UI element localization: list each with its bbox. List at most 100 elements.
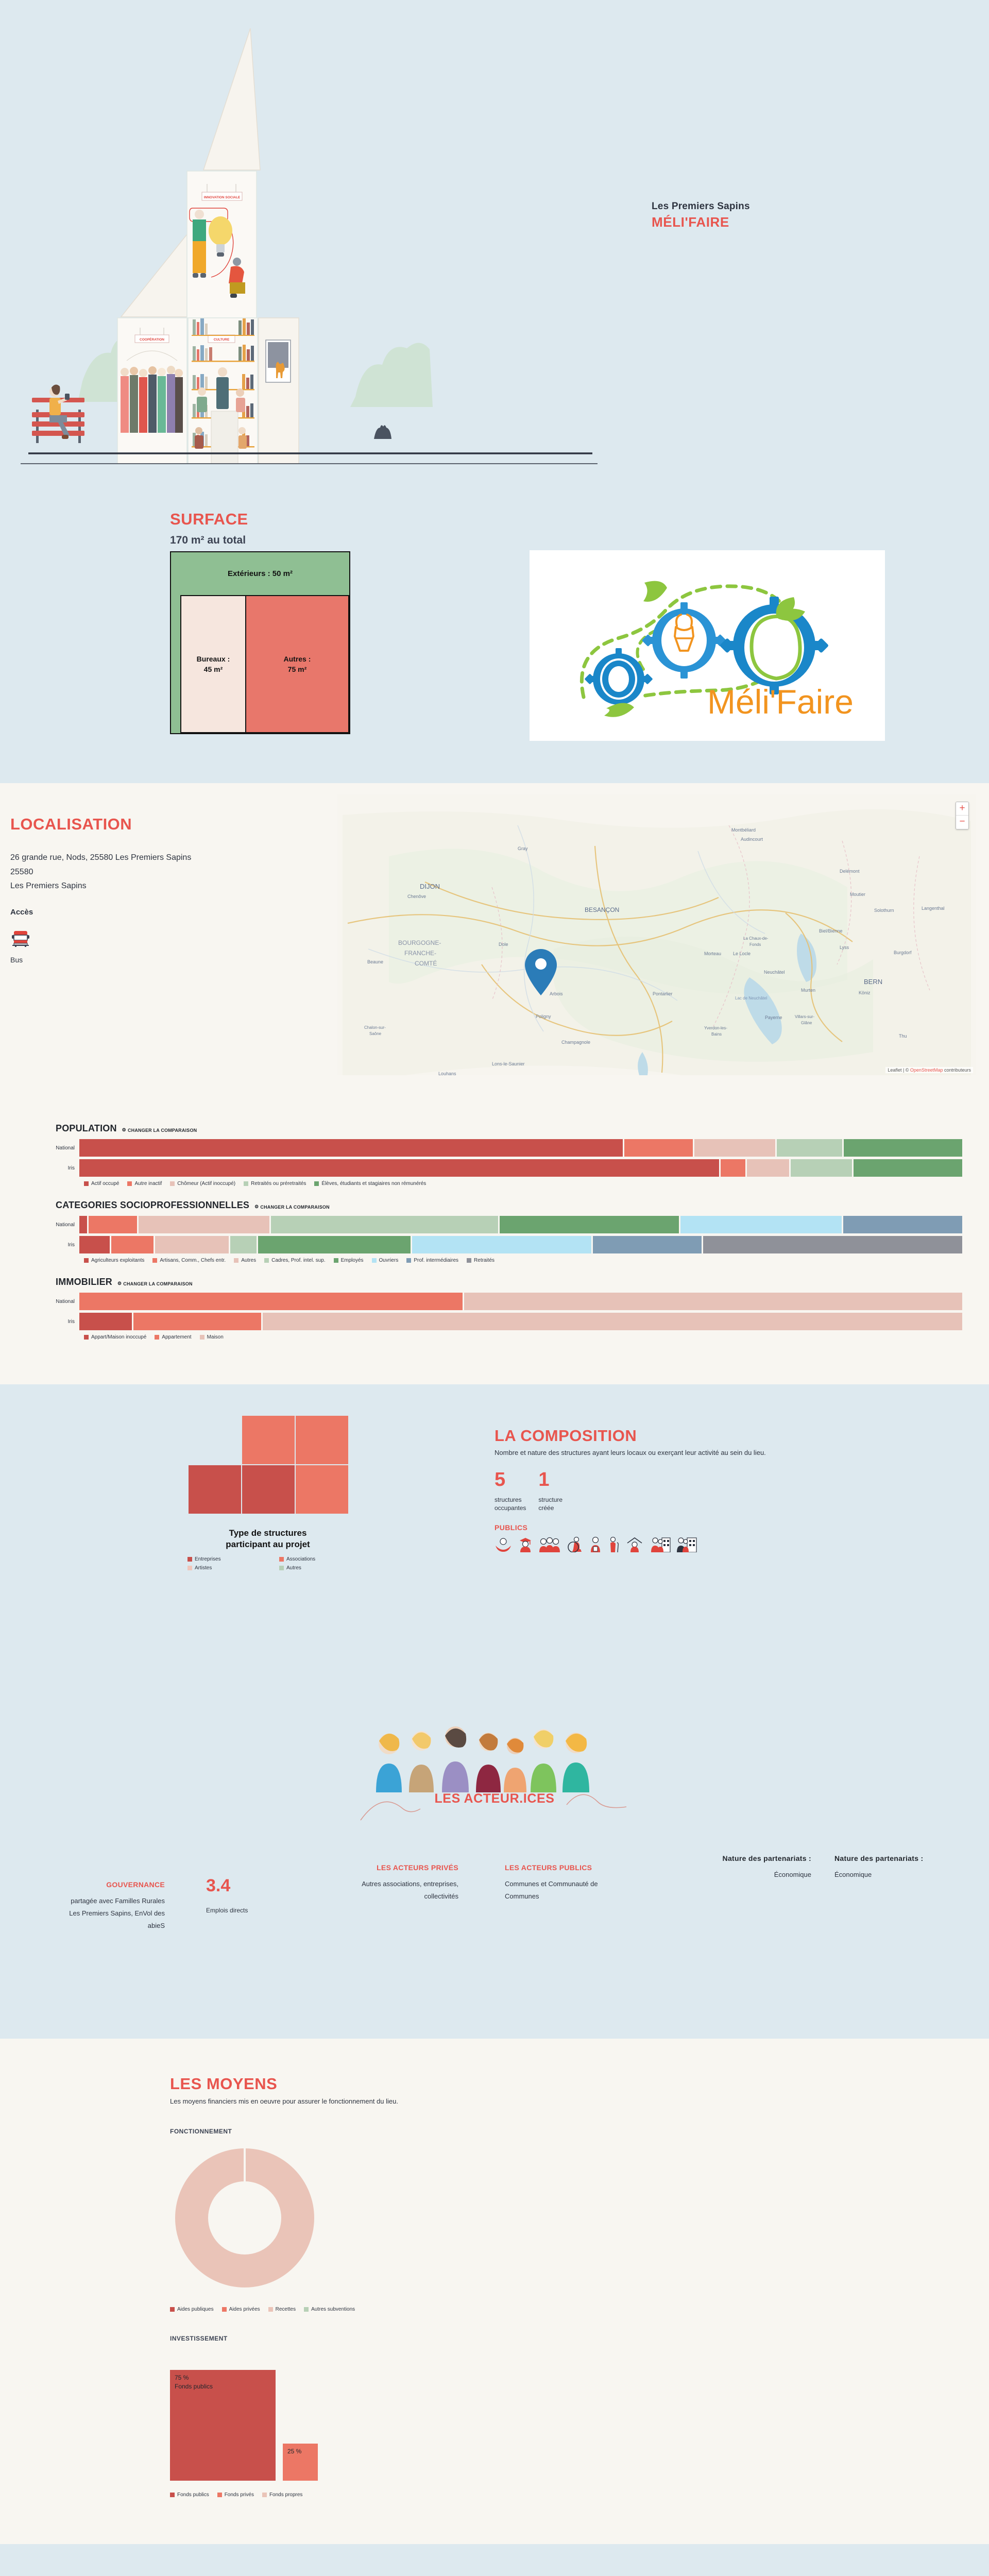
surface-autres-cell: Autres : 75 m²	[246, 595, 349, 733]
legend-label: Prof. intermédiaires	[414, 1258, 459, 1263]
surface-heading-block: SURFACE 170 m² au total	[170, 510, 248, 547]
legend-item: Autres	[234, 1258, 256, 1263]
map-canvas[interactable]: DIJON Chenôve BESANÇON Gray Montbéliard Audin…	[337, 794, 976, 1075]
map-widget[interactable]: DIJON Chenôve BESANÇON Gray Montbéliard Audin…	[337, 794, 976, 1075]
legend-label: Retraités ou préretraités	[251, 1181, 306, 1187]
legend-label: Ouvriers	[379, 1258, 399, 1263]
acces-label: Accès	[10, 907, 33, 917]
acteurs-section: LES ACTEUR.ICES GOUVERNANCE partagée ave…	[0, 1714, 989, 2039]
stat-stacked-bar	[79, 1159, 962, 1177]
publics-icons-row	[494, 1537, 958, 1553]
legend-label: Aides publiques	[177, 2307, 214, 2312]
composition-number-value: 1	[538, 1469, 550, 1490]
stat-bar-segment	[263, 1313, 962, 1330]
legend-swatch	[279, 1556, 284, 1562]
composition-number-label: structure créée	[538, 1496, 562, 1512]
stat-block: IMMOBILIER ⚙ CHANGER LA COMPARAISON Nationa…	[56, 1277, 962, 1340]
investissement-bar-label-prives: 25 %	[287, 2448, 302, 2455]
legend-label: Autres	[286, 1565, 301, 1571]
openstreetmap-link[interactable]: OpenStreetMap	[910, 1067, 943, 1073]
stat-rows: National Iris	[56, 1216, 963, 1253]
map-label: Louhans	[438, 1071, 456, 1075]
stat-bar-segment	[258, 1236, 411, 1253]
gear-icon: ⚙	[254, 1204, 259, 1209]
map-label: Neuchâtel	[764, 970, 785, 975]
map-zoom-out-button[interactable]: −	[956, 816, 968, 829]
graduate-icon	[520, 1538, 531, 1553]
nature-partenariats-1-heading: Nature des partenariats :	[722, 1854, 811, 1862]
map-labels: DIJON Chenôve BESANÇON Gray Montbéliard Audin…	[364, 827, 945, 1075]
stat-row: National	[56, 1216, 963, 1233]
stat-bar-segment	[499, 1216, 679, 1233]
map-label: Audincourt	[741, 837, 763, 842]
people-with-building-icon	[677, 1537, 697, 1553]
map-label: Montbéliard	[731, 827, 756, 833]
map-label: Chalon-sur-	[364, 1025, 386, 1030]
surface-bureaux-cell: Bureaux : 45 m²	[180, 595, 246, 733]
legend-swatch	[152, 1258, 158, 1263]
composition-number-value: 5	[494, 1469, 506, 1490]
hero-title-block: Les Premiers Sapins MÉLI'FAIRE	[652, 201, 868, 230]
map-zoom-in-button[interactable]: +	[956, 802, 968, 816]
nature-partenariats-2-heading: Nature des partenariats :	[834, 1854, 924, 1862]
legend-item: Fonds publics	[170, 2492, 209, 2498]
nature-partenariats-1-value: Économique	[774, 1870, 811, 1878]
legend-swatch	[264, 1258, 269, 1263]
melifaire-wordmark: Méli'Faire	[707, 683, 854, 721]
legend-swatch	[262, 2493, 267, 2497]
stat-row: Iris	[56, 1313, 962, 1330]
elderly-with-cane-icon	[610, 1537, 619, 1553]
stat-bar-segment	[680, 1216, 842, 1233]
stat-stacked-bar	[79, 1293, 962, 1310]
melifaire-logo-card: Méli'Faire	[530, 550, 885, 741]
acteurs-prives-line-1: Autres associations, entreprises,	[362, 1879, 458, 1888]
legend-item: Fonds propres	[262, 2492, 302, 2498]
legend-item: Ouvriers	[371, 1258, 399, 1263]
legend-item: Artisans, Comm., Chefs entr.	[152, 1258, 226, 1263]
legend-label: Entreprises	[195, 1556, 221, 1562]
legend-label: Artistes	[195, 1565, 212, 1571]
hero-section: INNOVATION SOCIALE COOPÉRATION	[0, 0, 989, 495]
legend-item: Aides publiques	[170, 2307, 214, 2312]
change-comparison-button[interactable]: ⚙ CHANGER LA COMPARAISON	[117, 1281, 193, 1286]
map-label: Yverdon-les-	[704, 1026, 727, 1030]
address-line-3: Les Premiers Sapins	[10, 882, 87, 891]
legend-swatch	[371, 1258, 377, 1263]
gear-icon: ⚙	[122, 1127, 126, 1132]
open-arms-person-icon	[496, 1538, 511, 1552]
legend-swatch	[84, 1258, 89, 1263]
stat-stacked-bar	[79, 1216, 963, 1233]
stat-legend: Actif occupé Autre inactif Chômeur (Actif …	[84, 1181, 962, 1187]
change-comparison-button[interactable]: ⚙ CHANGER LA COMPARAISON	[122, 1127, 197, 1133]
stat-bar-segment	[79, 1236, 110, 1253]
legend-swatch	[304, 2307, 309, 2312]
stat-rows: National Iris	[56, 1139, 963, 1177]
change-comparison-button[interactable]: ⚙ CHANGER LA COMPARAISON	[254, 1204, 330, 1210]
stat-block: CATEGORIES SOCIOPROFESSIONNELLES ⚙ CHANGER…	[56, 1200, 963, 1263]
bus-label: Bus	[10, 955, 23, 964]
stat-legend: Appart/Maison inoccupé Appartement Maison	[84, 1334, 962, 1340]
investissement-label: INVESTISSEMENT	[170, 2335, 228, 2342]
map-attribution: Leaflet | © OpenStreetMap contributeurs	[885, 1067, 973, 1073]
stat-bar-segment	[79, 1293, 463, 1310]
acteurs-publics-column: LES ACTEURS PUBLICS Communes et Communau…	[505, 1861, 644, 1903]
map-label: Thu	[899, 1033, 907, 1039]
legend-swatch	[234, 1258, 239, 1263]
fonctionnement-donut-chart	[170, 2143, 989, 2295]
composition-subtitle: Nombre et nature des structures ayant le…	[494, 1449, 766, 1456]
map-zoom-control[interactable]: + −	[956, 802, 969, 829]
inv-name-publics: Fonds publics	[175, 2382, 213, 2390]
map-label: DIJON	[420, 883, 440, 890]
legend-swatch	[170, 2307, 175, 2312]
legend-label: Retraités	[474, 1258, 495, 1263]
emplois-caption: Emplois directs	[206, 1906, 248, 1914]
stat-stacked-bar	[79, 1139, 963, 1157]
map-label: Köniz	[859, 990, 871, 995]
acteurs-publics-heading: LES ACTEURS PUBLICS	[505, 1863, 592, 1872]
hero-subtitle: Les Premiers Sapins	[652, 201, 750, 212]
map-label: Glâne	[801, 1021, 812, 1025]
svg-text:COOPÉRATION: COOPÉRATION	[140, 337, 164, 342]
legend-item: Artistes	[187, 1565, 274, 1571]
legend-label: Chômeur (Actif inoccupé)	[177, 1181, 236, 1187]
